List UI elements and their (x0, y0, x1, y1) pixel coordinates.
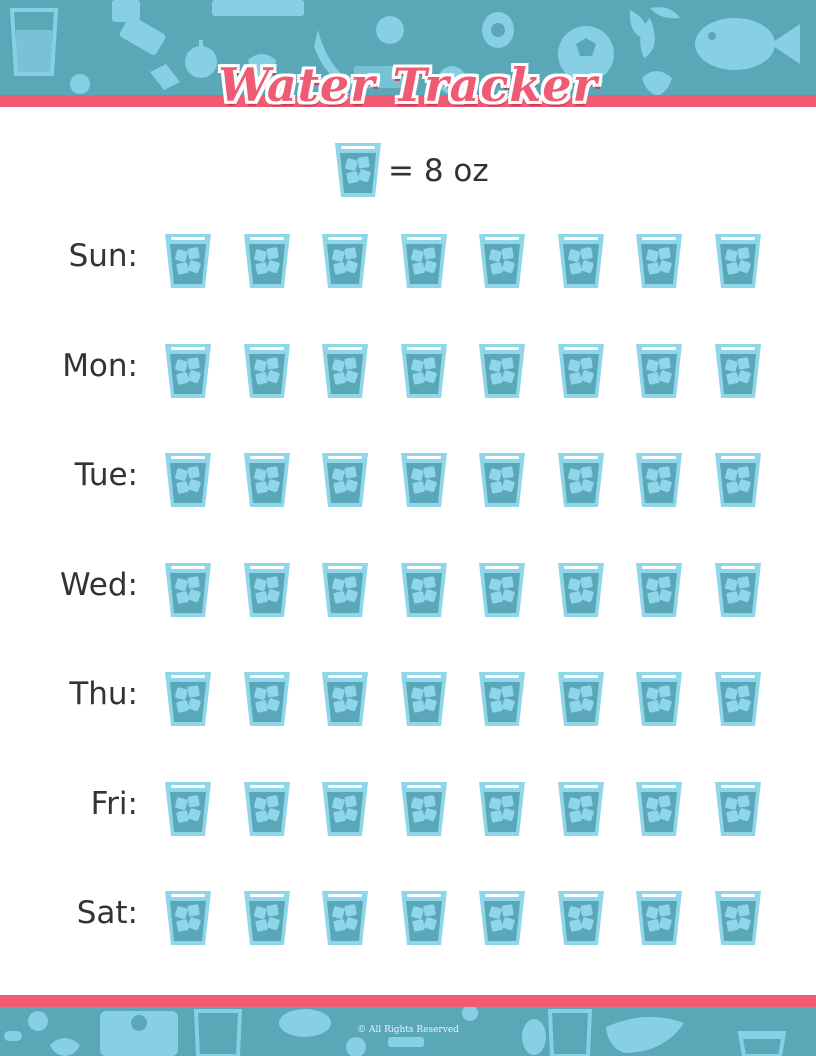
food-pattern-decoration (9, 0, 800, 95)
page-title: Water Tracker (218, 58, 598, 112)
water-glass-icon[interactable] (634, 342, 684, 400)
water-glass-icon[interactable] (556, 561, 606, 619)
water-glass-icon[interactable] (713, 561, 763, 619)
water-glass-icon[interactable] (399, 232, 449, 290)
water-glass-icon[interactable] (399, 561, 449, 619)
water-glass-icon[interactable] (163, 561, 213, 619)
water-glass-icon[interactable] (713, 889, 763, 947)
water-glass-icon[interactable] (399, 670, 449, 728)
water-glass-icon[interactable] (242, 780, 292, 838)
water-glass-icon[interactable] (713, 780, 763, 838)
water-glass-icon[interactable] (634, 670, 684, 728)
water-glass-icon[interactable] (320, 232, 370, 290)
water-glass-icon[interactable] (320, 780, 370, 838)
water-glass-icon[interactable] (242, 342, 292, 400)
top-stripe (0, 95, 816, 107)
day-row: Mon: (0, 342, 816, 402)
top-banner (0, 0, 816, 95)
day-label: Tue: (74, 457, 138, 493)
water-glass-icon[interactable] (163, 670, 213, 728)
water-glass-icon[interactable] (242, 451, 292, 509)
water-glass-icon[interactable] (634, 780, 684, 838)
day-row: Tue: (0, 451, 816, 511)
water-glass-icon[interactable] (399, 889, 449, 947)
legend-label: = 8 oz (388, 153, 489, 189)
water-glass-icon[interactable] (242, 889, 292, 947)
water-glass-icon[interactable] (477, 780, 527, 838)
water-glass-icon[interactable] (634, 232, 684, 290)
water-glass-icon[interactable] (713, 342, 763, 400)
day-label: Fri: (90, 785, 138, 822)
water-glass-icon[interactable] (556, 670, 606, 728)
water-glass-icon[interactable] (556, 451, 606, 509)
water-glass-icon[interactable] (477, 561, 527, 619)
water-glass-icon[interactable] (713, 232, 763, 290)
water-glass-icon[interactable] (399, 451, 449, 509)
water-glass-icon[interactable] (713, 670, 763, 728)
water-glass-icon[interactable] (556, 342, 606, 400)
water-glass-icon[interactable] (163, 342, 213, 400)
water-glass-icon[interactable] (163, 232, 213, 290)
water-glass-icon[interactable] (320, 670, 370, 728)
day-row: Fri: (0, 780, 816, 840)
day-row: Wed: (0, 561, 816, 621)
water-glass-icon[interactable] (242, 232, 292, 290)
water-glass-icon[interactable] (634, 889, 684, 947)
water-glass-icon[interactable] (242, 561, 292, 619)
water-glass-icon[interactable] (477, 889, 527, 947)
water-glass-icon[interactable] (320, 561, 370, 619)
legend: = 8 oz (0, 141, 816, 199)
water-glass-icon[interactable] (713, 451, 763, 509)
day-label: Mon: (62, 347, 138, 384)
water-glass-icon[interactable] (320, 342, 370, 400)
water-glass-icon[interactable] (320, 451, 370, 509)
water-glass-icon[interactable] (634, 561, 684, 619)
water-glass-icon[interactable] (477, 451, 527, 509)
bottom-banner (0, 1007, 816, 1056)
day-row: Thu: (0, 670, 816, 730)
water-glass-icon[interactable] (163, 780, 213, 838)
water-glass-icon[interactable] (556, 232, 606, 290)
water-glass-icon (333, 141, 383, 203)
water-glass-icon[interactable] (477, 232, 527, 290)
day-label: Sun: (68, 238, 138, 274)
water-glass-icon[interactable] (399, 780, 449, 838)
day-label: Thu: (69, 676, 138, 712)
copyright-text: © All Rights Reserved (357, 1025, 459, 1035)
water-glass-icon[interactable] (163, 451, 213, 509)
water-glass-icon[interactable] (477, 342, 527, 400)
water-glass-icon[interactable] (242, 670, 292, 728)
food-pattern-decoration (4, 1007, 787, 1056)
water-glass-icon[interactable] (320, 889, 370, 947)
water-glass-icon[interactable] (399, 342, 449, 400)
day-row: Sun: (0, 232, 816, 292)
day-label: Sat: (76, 895, 138, 931)
water-glass-icon[interactable] (477, 670, 527, 728)
day-row: Sat: (0, 889, 816, 949)
water-glass-icon[interactable] (556, 780, 606, 838)
bottom-stripe (0, 995, 816, 1007)
water-glass-icon[interactable] (163, 889, 213, 947)
water-glass-icon[interactable] (634, 451, 684, 509)
water-glass-icon[interactable] (556, 889, 606, 947)
day-label: Wed: (59, 566, 138, 603)
